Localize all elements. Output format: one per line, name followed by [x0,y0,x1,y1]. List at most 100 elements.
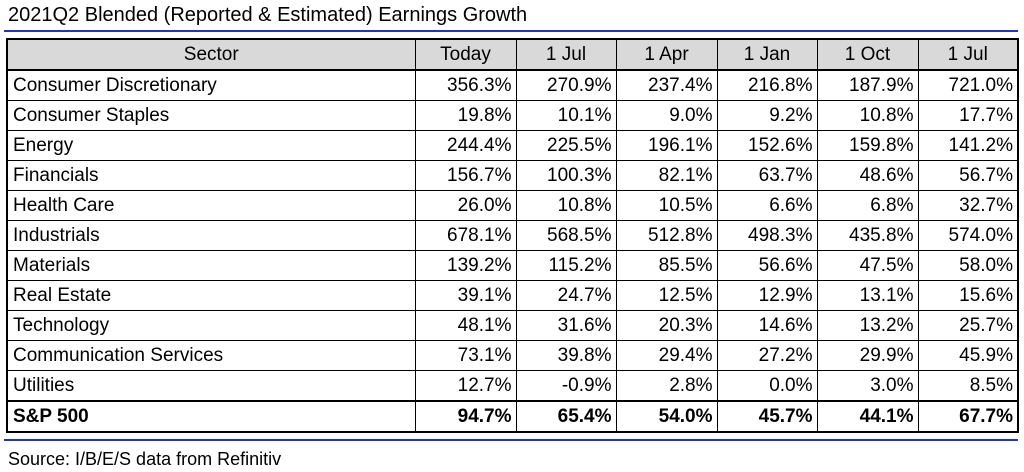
value-cell: 24.7% [515,280,617,311]
total-value-cell: 67.7% [917,400,1019,433]
value-cell: 139.2% [414,250,517,281]
value-cell: 216.8% [716,69,818,101]
sector-cell: Energy [6,130,416,161]
sector-cell: Real Estate [6,280,416,311]
sector-cell: Technology [6,310,416,341]
sector-cell: Materials [6,250,416,281]
value-cell: 10.5% [615,190,718,221]
value-cell: 225.5% [515,130,617,161]
column-header: 1 Jul [515,38,617,71]
value-cell: 3.0% [816,370,919,402]
table-row: Communication Services 73.1% 39.8% 29.4%… [6,340,1019,371]
earnings-growth-table: Sector Today 1 Jul 1 Apr 1 Jan 1 Oct 1 J… [6,38,1019,433]
value-cell: 85.5% [615,250,718,281]
value-cell: 568.5% [515,220,617,251]
column-header: Today [414,38,517,71]
value-cell: 29.4% [615,340,718,371]
value-cell: 574.0% [917,220,1019,251]
value-cell: 721.0% [917,69,1019,101]
total-value-cell: 44.1% [816,400,919,433]
value-cell: 39.1% [414,280,517,311]
total-value-cell: 94.7% [414,400,517,433]
sector-cell: Health Care [6,190,416,221]
column-header: 1 Apr [615,38,718,71]
value-cell: 196.1% [615,130,718,161]
table-row: Energy 244.4% 225.5% 196.1% 152.6% 159.8… [6,130,1019,161]
column-header: 1 Oct [816,38,919,71]
source-note: Source: I/B/E/S data from Refinitiv [8,449,282,469]
value-cell: 82.1% [615,160,718,191]
value-cell: 12.5% [615,280,718,311]
value-cell: 31.6% [515,310,617,341]
sector-cell: Consumer Staples [6,100,416,131]
footer-rule [4,439,1018,441]
sector-cell: Communication Services [6,340,416,371]
value-cell: 435.8% [816,220,919,251]
column-header: 1 Jul [917,38,1019,71]
value-cell: 2.8% [615,370,718,402]
value-cell: 678.1% [414,220,517,251]
value-cell: 26.0% [414,190,517,221]
sector-cell: Industrials [6,220,416,251]
table-row: Materials 139.2% 115.2% 85.5% 56.6% 47.5… [6,250,1019,281]
total-row: S&P 500 94.7% 65.4% 54.0% 45.7% 44.1% 67… [6,400,1019,433]
value-cell: 58.0% [917,250,1019,281]
value-cell: 48.1% [414,310,517,341]
value-cell: 56.7% [917,160,1019,191]
value-cell: 17.7% [917,100,1019,131]
table-row: Real Estate 39.1% 24.7% 12.5% 12.9% 13.1… [6,280,1019,311]
value-cell: 0.0% [716,370,818,402]
value-cell: 512.8% [615,220,718,251]
table-header-row: Sector Today 1 Jul 1 Apr 1 Jan 1 Oct 1 J… [6,38,1019,71]
value-cell: 152.6% [716,130,818,161]
column-header: 1 Jan [716,38,818,71]
table-row: Financials 156.7% 100.3% 82.1% 63.7% 48.… [6,160,1019,191]
value-cell: 14.6% [716,310,818,341]
value-cell: 9.2% [716,100,818,131]
value-cell: 13.1% [816,280,919,311]
sector-cell: Financials [6,160,416,191]
value-cell: 13.2% [816,310,919,341]
value-cell: 63.7% [716,160,818,191]
value-cell: 6.8% [816,190,919,221]
value-cell: 45.9% [917,340,1019,371]
value-cell: 115.2% [515,250,617,281]
total-value-cell: 54.0% [615,400,718,433]
value-cell: 8.5% [917,370,1019,402]
value-cell: 39.8% [515,340,617,371]
value-cell: 141.2% [917,130,1019,161]
value-cell: 29.9% [816,340,919,371]
value-cell: 12.9% [716,280,818,311]
value-cell: 15.6% [917,280,1019,311]
value-cell: 10.8% [816,100,919,131]
value-cell: 498.3% [716,220,818,251]
total-value-cell: 45.7% [716,400,818,433]
value-cell: 100.3% [515,160,617,191]
page-title: 2021Q2 Blended (Reported & Estimated) Ea… [8,4,528,26]
table-row: Utilities 12.7% -0.9% 2.8% 0.0% 3.0% 8.5… [6,370,1019,402]
total-label-cell: S&P 500 [6,400,416,433]
column-header: Sector [6,38,416,71]
value-cell: 9.0% [615,100,718,131]
value-cell: 156.7% [414,160,517,191]
sector-cell: Utilities [6,370,416,402]
value-cell: 187.9% [816,69,919,101]
value-cell: 73.1% [414,340,517,371]
value-cell: 47.5% [816,250,919,281]
value-cell: 27.2% [716,340,818,371]
value-cell: 32.7% [917,190,1019,221]
value-cell: 356.3% [414,69,517,101]
value-cell: 25.7% [917,310,1019,341]
value-cell: 270.9% [515,69,617,101]
value-cell: 12.7% [414,370,517,402]
value-cell: 159.8% [816,130,919,161]
value-cell: 10.8% [515,190,617,221]
table-row: Health Care 26.0% 10.8% 10.5% 6.6% 6.8% … [6,190,1019,221]
table-row: Technology 48.1% 31.6% 20.3% 14.6% 13.2%… [6,310,1019,341]
value-cell: 19.8% [414,100,517,131]
title-underline [4,30,1018,32]
value-cell: 237.4% [615,69,718,101]
value-cell: 48.6% [816,160,919,191]
value-cell: 244.4% [414,130,517,161]
value-cell: 56.6% [716,250,818,281]
